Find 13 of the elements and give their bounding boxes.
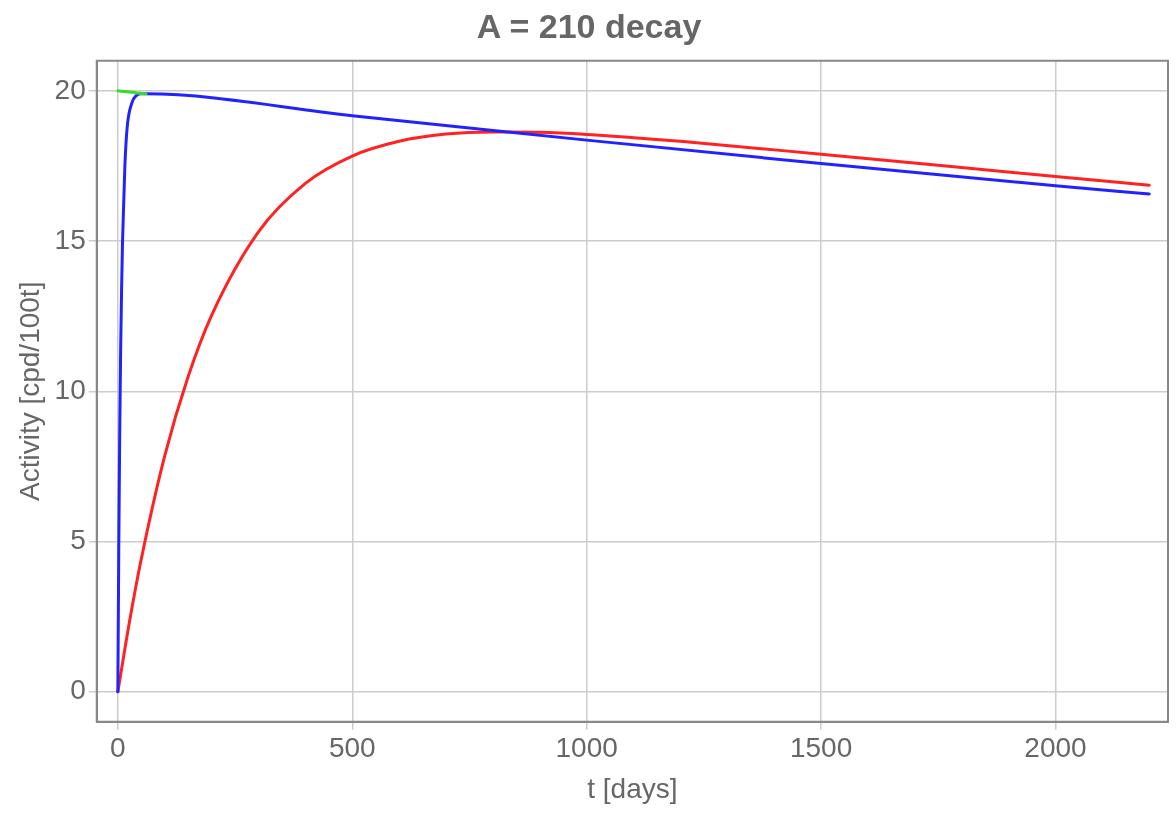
x-axis-title: t [days] (587, 772, 678, 804)
x-tick-label: 1500 (789, 732, 853, 764)
y-tick-label: 15 (54, 223, 86, 255)
x-tick-label: 1000 (555, 732, 618, 764)
y-tick-label: 20 (54, 73, 86, 105)
chart-title: A = 210 decay (476, 6, 702, 45)
x-tick-label: 2000 (1024, 732, 1087, 764)
x-tick-label: 500 (328, 732, 376, 764)
y-tick-label: 5 (70, 524, 86, 556)
y-tick-label: 0 (70, 674, 86, 706)
y-axis-title: Activity [cpd/100t] (13, 281, 45, 502)
y-tick-label: 10 (54, 374, 86, 406)
x-tick-label: 0 (110, 732, 126, 764)
